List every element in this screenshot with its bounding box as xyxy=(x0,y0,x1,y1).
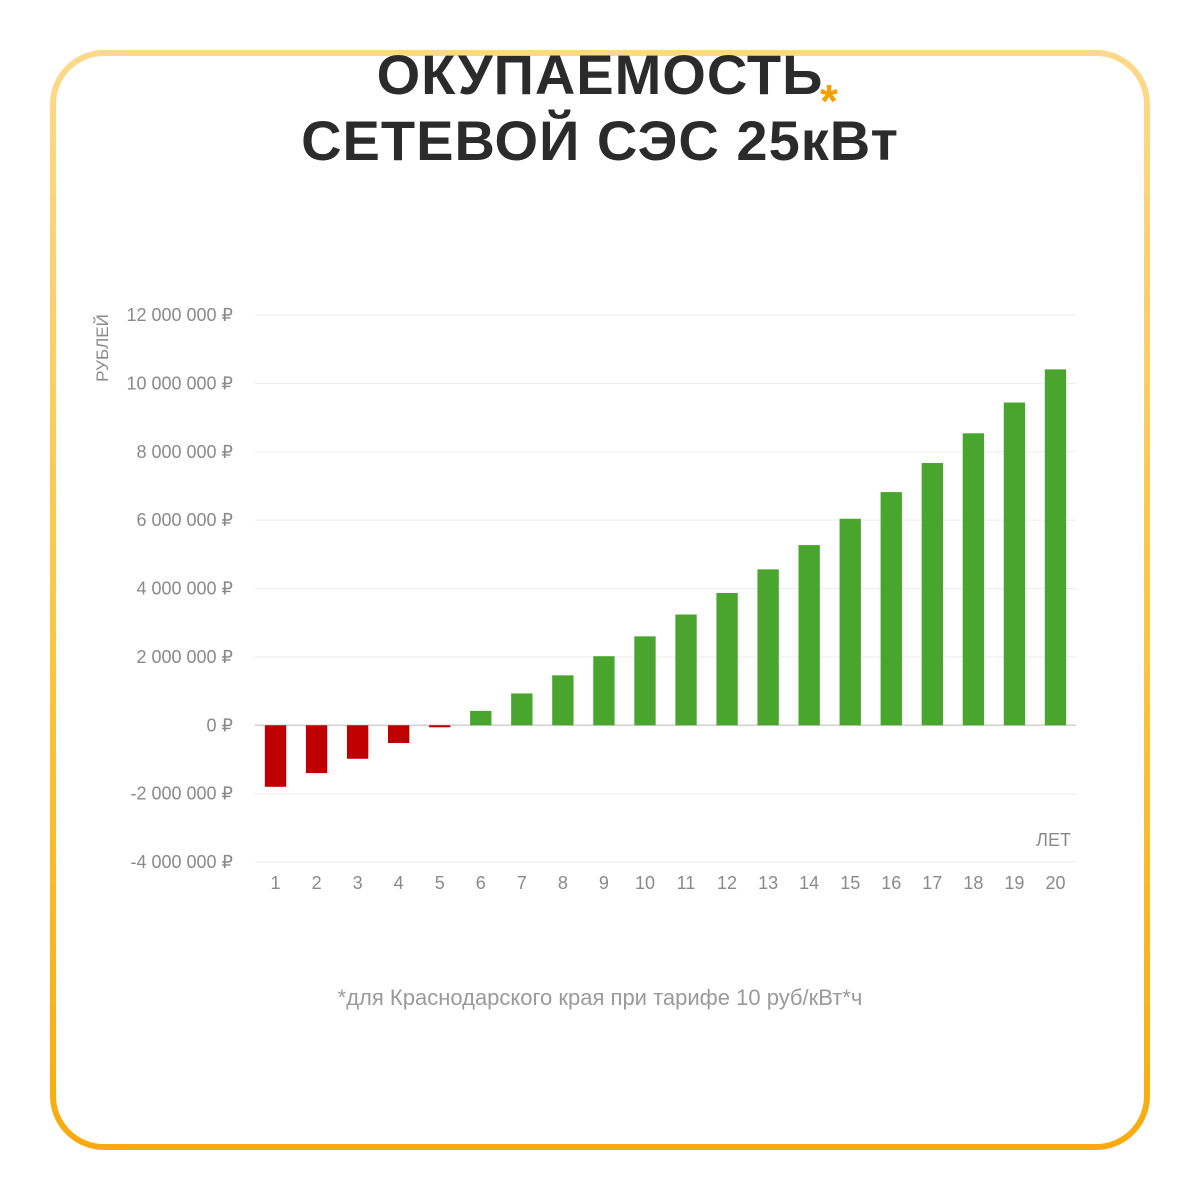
y-tick-label: 10 000 000 ₽ xyxy=(126,373,233,393)
title-line-2: СЕТЕВОЙ СЭС 25кВт xyxy=(301,109,899,172)
x-tick-label: 7 xyxy=(517,873,527,893)
y-tick-label: 2 000 000 ₽ xyxy=(136,647,233,667)
x-tick-label: 6 xyxy=(476,873,486,893)
x-tick-label: 15 xyxy=(840,873,860,893)
bar-year-12 xyxy=(716,592,738,726)
bar-year-7 xyxy=(511,693,533,726)
bar-year-3 xyxy=(346,725,369,759)
x-tick-label: 5 xyxy=(435,873,445,893)
bar-year-19 xyxy=(1003,402,1026,726)
y-tick-label: -2 000 000 ₽ xyxy=(130,784,233,804)
bar-year-10 xyxy=(634,636,656,726)
x-tick-label: 10 xyxy=(635,873,655,893)
y-tick-label: 6 000 000 ₽ xyxy=(136,510,233,530)
footnote: *для Краснодарского края при тарифе 10 р… xyxy=(337,985,863,1010)
bar-year-1 xyxy=(264,725,287,787)
bar-year-9 xyxy=(593,656,615,726)
y-tick-label: 4 000 000 ₽ xyxy=(136,579,233,599)
x-tick-label: 4 xyxy=(394,873,404,893)
y-tick-labels: 12 000 000 ₽ 10 000 000 ₽ 8 000 000 ₽ 6 000… xyxy=(126,305,233,872)
bar-year-14 xyxy=(798,545,820,726)
chart-title: ОКУПАЕМОСТЬ СЕТЕВОЙ СЭС 25кВт xyxy=(0,42,1200,174)
x-tick-labels: 1 2 3 4 5 6 7 8 9 10 11 12 13 14 15 16 17 18 19 20 xyxy=(271,873,1066,893)
x-tick-label: 19 xyxy=(1004,873,1024,893)
bar-year-11 xyxy=(675,614,697,726)
bar-year-16 xyxy=(880,492,902,726)
bar-year-13 xyxy=(757,569,779,726)
x-tick-label: 20 xyxy=(1045,873,1065,893)
y-axis-label: РУБЛЕЙ xyxy=(93,314,112,382)
bar-year-4 xyxy=(388,725,410,744)
x-tick-label: 16 xyxy=(881,873,901,893)
grid-lines xyxy=(255,314,1076,863)
x-tick-label: 14 xyxy=(799,873,819,893)
bars xyxy=(264,369,1067,787)
bar-year-17 xyxy=(921,463,943,726)
y-tick-label: -4 000 000 ₽ xyxy=(130,852,233,872)
bar-year-15 xyxy=(839,518,861,726)
y-tick-label: 0 ₽ xyxy=(207,715,233,735)
y-tick-label: 12 000 000 ₽ xyxy=(126,305,233,325)
bar-year-6 xyxy=(470,710,492,726)
x-tick-label: 3 xyxy=(353,873,363,893)
x-tick-label: 17 xyxy=(922,873,942,893)
bar-year-8 xyxy=(552,675,574,726)
y-tick-label: 8 000 000 ₽ xyxy=(136,442,233,462)
card xyxy=(56,56,1144,1144)
x-axis-label: ЛЕТ xyxy=(1036,830,1071,850)
bar-year-2 xyxy=(305,725,328,774)
x-tick-label: 11 xyxy=(677,873,696,893)
x-tick-label: 2 xyxy=(312,873,322,893)
title-line-1: ОКУПАЕМОСТЬ xyxy=(376,43,824,106)
bar-year-20 xyxy=(1044,369,1067,726)
x-tick-label: 12 xyxy=(717,873,737,893)
x-tick-label: 9 xyxy=(599,873,609,893)
x-tick-label: 8 xyxy=(558,873,568,893)
x-tick-label: 13 xyxy=(758,873,778,893)
x-tick-label: 1 xyxy=(271,873,281,893)
bar-year-5 xyxy=(429,725,451,728)
x-tick-label: 18 xyxy=(963,873,983,893)
title-asterisk: * xyxy=(820,75,838,127)
bar-year-18 xyxy=(962,433,985,726)
